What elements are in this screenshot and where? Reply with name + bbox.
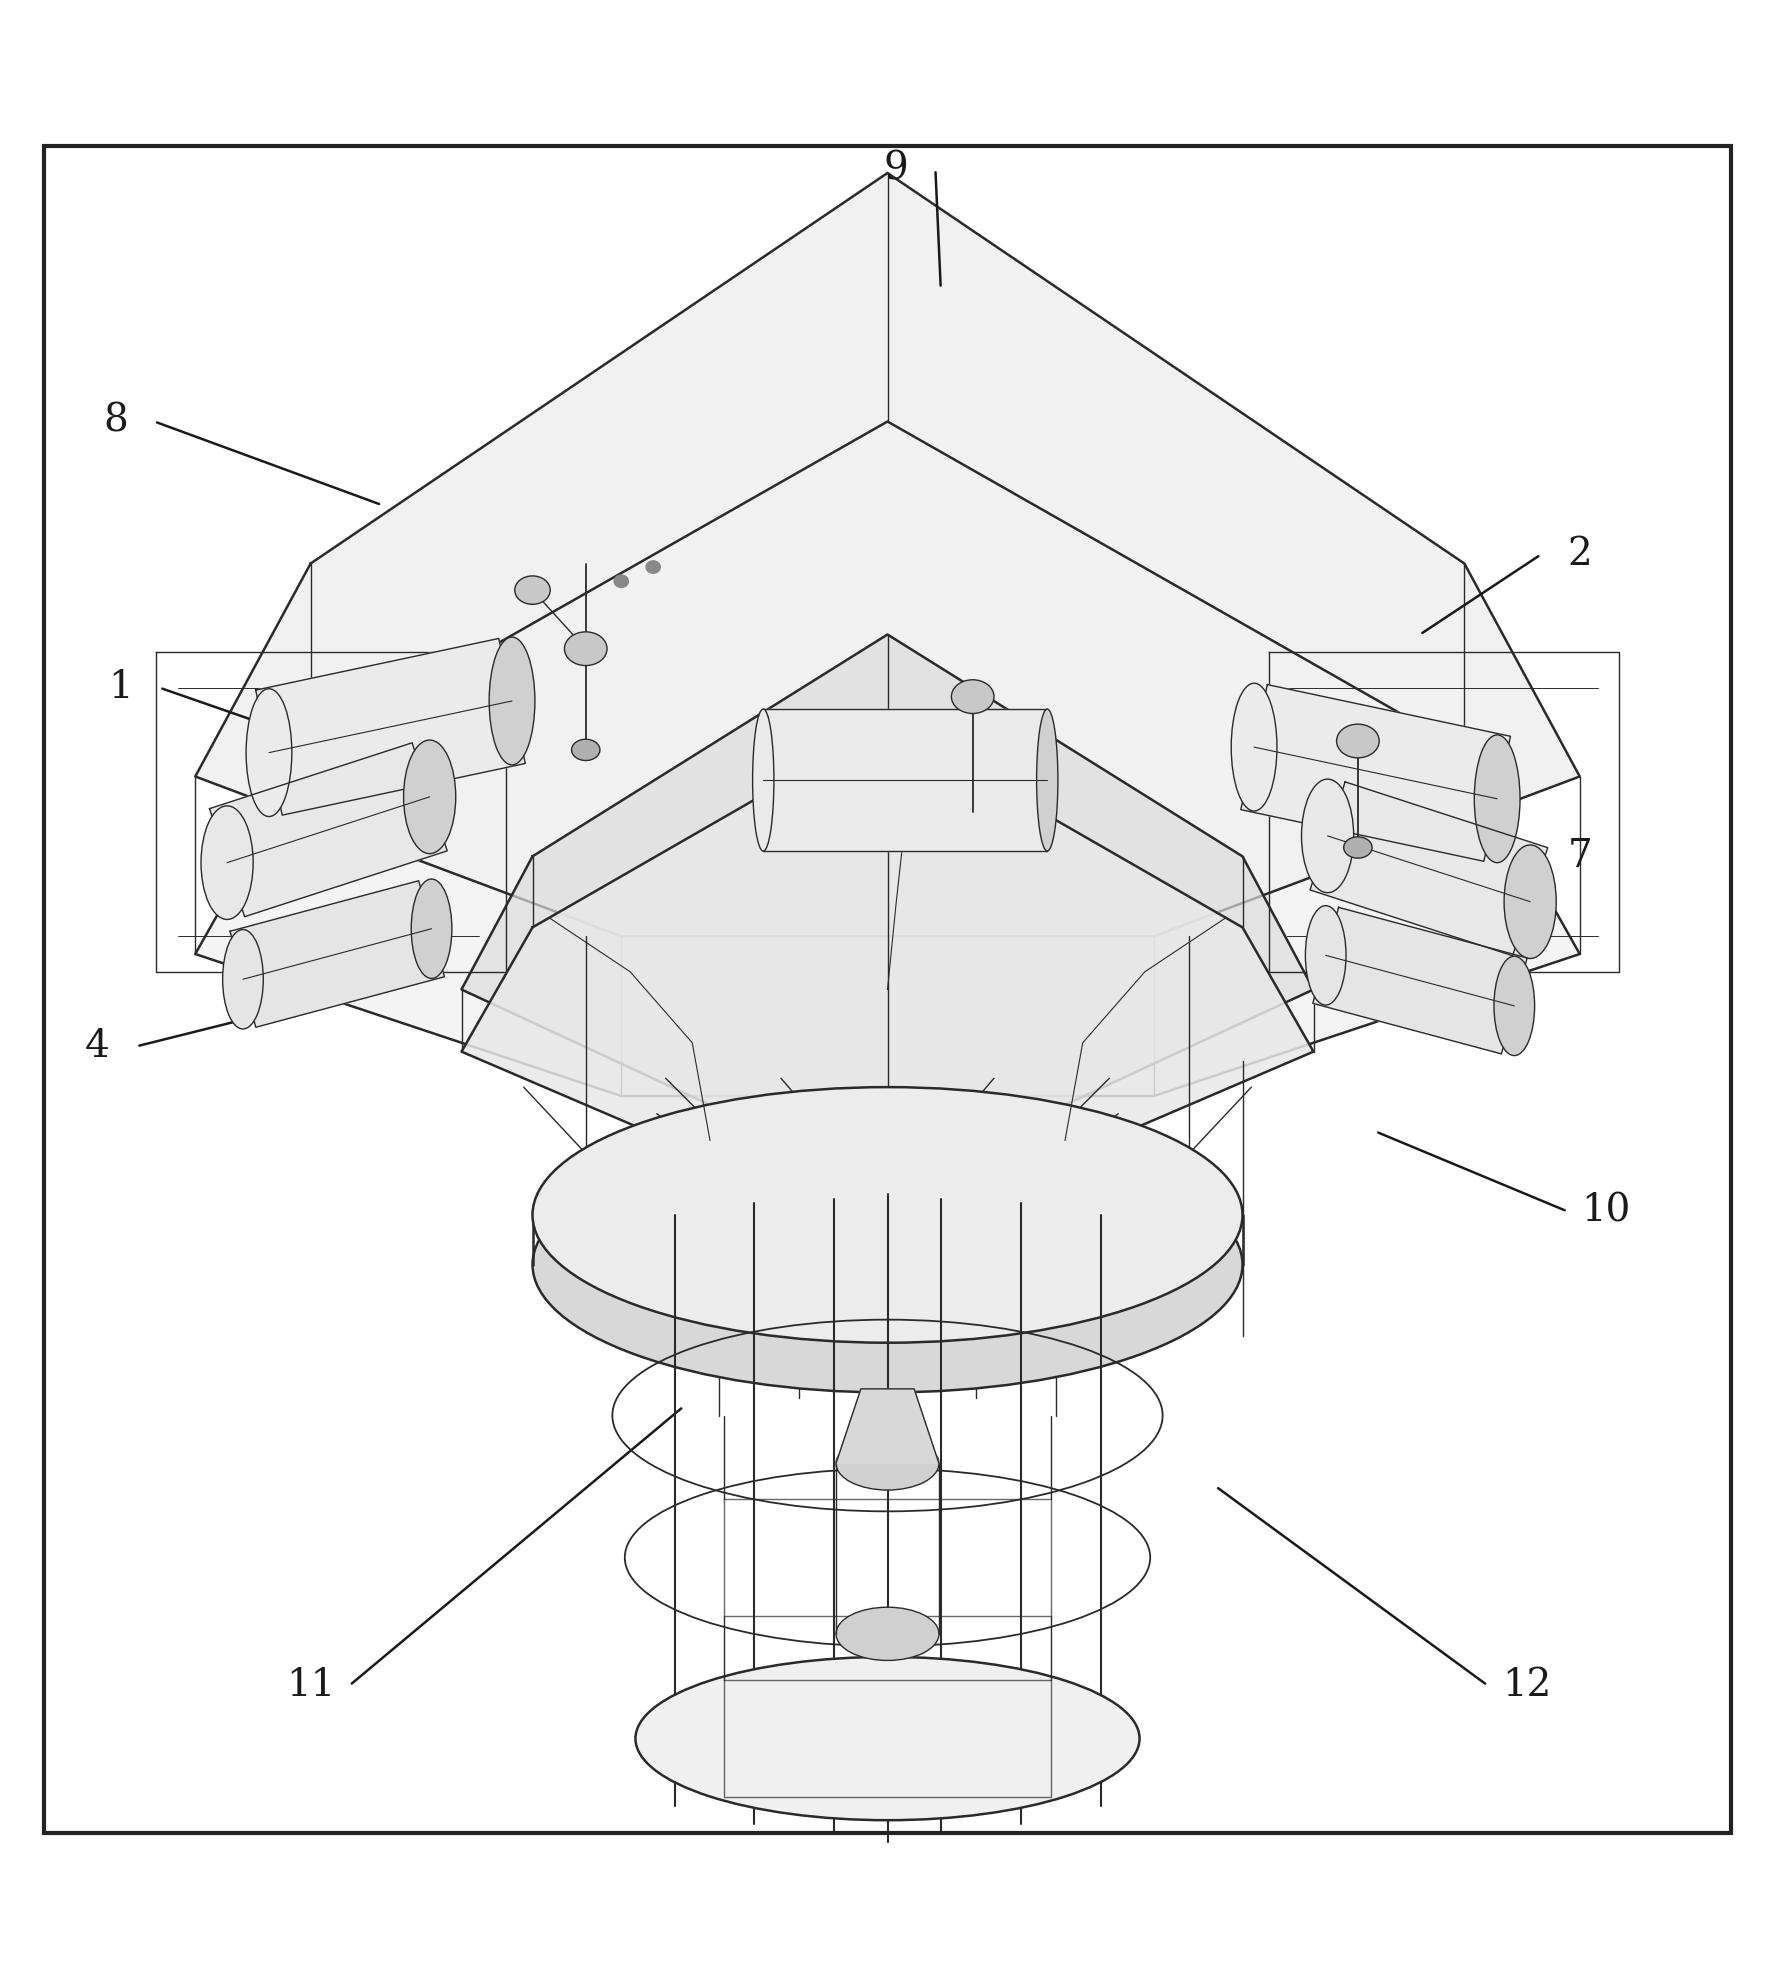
Ellipse shape <box>1495 956 1535 1055</box>
Ellipse shape <box>1037 708 1058 851</box>
Ellipse shape <box>247 689 291 817</box>
Text: 11: 11 <box>286 1666 335 1704</box>
Polygon shape <box>195 422 1580 1096</box>
Text: 12: 12 <box>1502 1666 1551 1704</box>
Ellipse shape <box>564 631 607 665</box>
Ellipse shape <box>1305 906 1345 1005</box>
Ellipse shape <box>1337 724 1379 758</box>
Polygon shape <box>231 881 444 1027</box>
Ellipse shape <box>1344 837 1372 859</box>
Ellipse shape <box>515 576 550 604</box>
Polygon shape <box>1310 782 1548 956</box>
Ellipse shape <box>635 1656 1140 1821</box>
Polygon shape <box>836 1389 939 1462</box>
Ellipse shape <box>490 637 534 764</box>
Ellipse shape <box>836 1437 939 1490</box>
Polygon shape <box>1314 906 1526 1055</box>
Ellipse shape <box>572 740 600 760</box>
Ellipse shape <box>222 930 263 1029</box>
Ellipse shape <box>1301 780 1354 893</box>
Polygon shape <box>763 708 1047 851</box>
Ellipse shape <box>646 560 660 574</box>
Ellipse shape <box>753 708 774 851</box>
Ellipse shape <box>1503 845 1557 958</box>
Ellipse shape <box>403 740 456 853</box>
Text: 10: 10 <box>1582 1193 1631 1229</box>
Ellipse shape <box>1232 683 1276 811</box>
Ellipse shape <box>201 805 254 920</box>
Text: 1: 1 <box>108 669 133 707</box>
Text: 8: 8 <box>103 404 128 439</box>
Text: 2: 2 <box>1567 536 1592 574</box>
Polygon shape <box>462 635 1314 1104</box>
Text: 7: 7 <box>1567 837 1592 875</box>
Ellipse shape <box>614 576 628 588</box>
Ellipse shape <box>836 1607 939 1660</box>
Text: 9: 9 <box>884 150 909 188</box>
Ellipse shape <box>532 1086 1242 1342</box>
Ellipse shape <box>412 879 453 978</box>
Polygon shape <box>195 172 1580 936</box>
Ellipse shape <box>1475 734 1519 863</box>
Polygon shape <box>256 639 525 815</box>
Text: 4: 4 <box>85 1027 110 1065</box>
Polygon shape <box>462 722 1314 1158</box>
Polygon shape <box>209 742 447 916</box>
Polygon shape <box>1241 685 1511 861</box>
Ellipse shape <box>532 1136 1242 1393</box>
Ellipse shape <box>951 679 994 714</box>
